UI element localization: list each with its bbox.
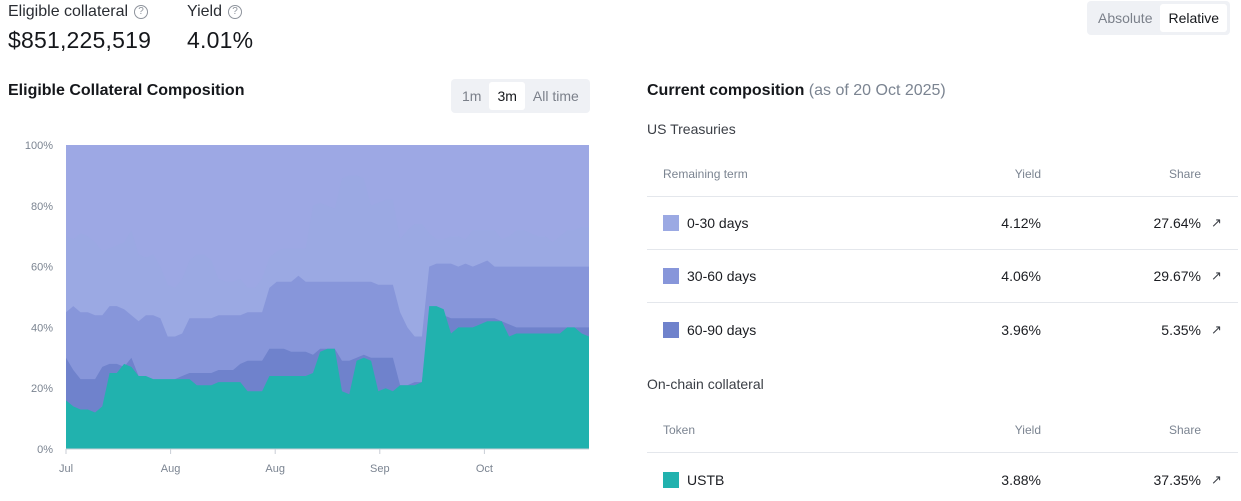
mode-toggle: Absolute Relative <box>1087 1 1231 35</box>
row-yield: 3.96% <box>1001 321 1041 338</box>
legend-swatch <box>663 471 679 488</box>
y-tick-label: 60% <box>31 262 53 274</box>
x-tick-label: Aug <box>161 463 181 475</box>
yield-label: Yield <box>187 3 222 20</box>
table-row[interactable]: 60-90 days 3.96% 5.35% ↗ <box>647 303 1238 356</box>
range-toggle: 1m 3m All time <box>451 79 590 113</box>
row-share: 37.35% <box>1153 471 1201 488</box>
row-share: 5.35% <box>1161 321 1201 338</box>
row-label: 30-60 days <box>687 268 757 284</box>
composition-area-chart[interactable]: 100% 80% 60% 40% 20% 0% Jul Aug Aug Sep Oct <box>0 130 620 490</box>
column-header-yield: Yield <box>1014 167 1041 181</box>
mode-option-absolute[interactable]: Absolute <box>1098 10 1153 26</box>
composition-as-of: (as of 20 Oct 2025) <box>808 82 946 99</box>
external-link-icon[interactable]: ↗ <box>1211 215 1222 230</box>
column-header-share: Share <box>1168 423 1201 437</box>
row-yield: 4.12% <box>1001 215 1041 231</box>
help-icon[interactable]: ? <box>227 5 242 19</box>
chart-title: Eligible Collateral Composition <box>8 82 245 99</box>
y-tick-label: 0% <box>37 444 53 456</box>
help-icon[interactable]: ? <box>134 5 149 19</box>
external-link-icon[interactable]: ↗ <box>1211 471 1222 487</box>
column-header-yield: Yield <box>1014 423 1041 437</box>
row-yield: 4.06% <box>1001 268 1041 284</box>
x-tick-label: Jul <box>59 463 73 475</box>
x-tick-label: Sep <box>370 463 390 475</box>
range-option-all-time[interactable]: All time <box>532 88 579 104</box>
x-tick-label: Oct <box>476 463 493 475</box>
legend-swatch <box>663 215 679 231</box>
range-option-1m[interactable]: 1m <box>462 88 482 104</box>
x-tick-label: Aug <box>265 463 285 475</box>
row-share: 27.64% <box>1153 215 1201 231</box>
onchain-heading: On-chain collateral <box>647 376 764 392</box>
composition-title: Current composition (as of 20 Oct 2025) <box>647 82 946 100</box>
onchain-table: Token Yield Share USTB 3.88% 37.35% ↗ <box>647 408 1238 501</box>
row-label: 0-30 days <box>687 215 749 231</box>
table-header: Remaining term Yield Share <box>647 152 1238 197</box>
y-tick-label: 80% <box>31 201 53 213</box>
table-header: Token Yield Share <box>647 408 1238 453</box>
eligible-collateral-stat: Eligible collateral ? $851,225,519 <box>8 2 151 54</box>
y-tick-label: 40% <box>31 322 53 334</box>
row-label: USTB <box>687 471 725 488</box>
row-share: 29.67% <box>1153 268 1201 284</box>
row-yield: 3.88% <box>1001 471 1041 488</box>
column-header-share: Share <box>1168 167 1201 181</box>
external-link-icon[interactable]: ↗ <box>1211 321 1222 337</box>
y-tick-label: 100% <box>25 140 53 152</box>
column-header-term: Remaining term <box>663 167 748 181</box>
treasuries-heading: US Treasuries <box>647 121 736 137</box>
table-row[interactable]: 0-30 days 4.12% 27.64% ↗ <box>647 197 1238 250</box>
treasuries-table: Remaining term Yield Share 0-30 days 4.1… <box>647 152 1238 356</box>
yield-value: 4.01% <box>187 27 254 53</box>
eligible-collateral-label: Eligible collateral <box>8 3 129 20</box>
external-link-icon[interactable]: ↗ <box>1211 268 1222 283</box>
range-option-3m[interactable]: 3m <box>489 82 525 110</box>
y-tick-label: 20% <box>31 383 53 395</box>
legend-swatch <box>663 321 679 338</box>
composition-title-text: Current composition <box>647 82 805 99</box>
table-row[interactable]: USTB 3.88% 37.35% ↗ <box>647 453 1238 501</box>
column-header-token: Token <box>663 423 696 437</box>
area-series-ustb[interactable] <box>66 306 589 449</box>
eligible-collateral-value: $851,225,519 <box>8 27 152 53</box>
row-label: 60-90 days <box>687 321 757 338</box>
yield-stat: Yield ? 4.01% <box>187 2 253 54</box>
table-row[interactable]: 30-60 days 4.06% 29.67% ↗ <box>647 250 1238 303</box>
mode-option-relative[interactable]: Relative <box>1160 4 1228 32</box>
legend-swatch <box>663 268 679 284</box>
